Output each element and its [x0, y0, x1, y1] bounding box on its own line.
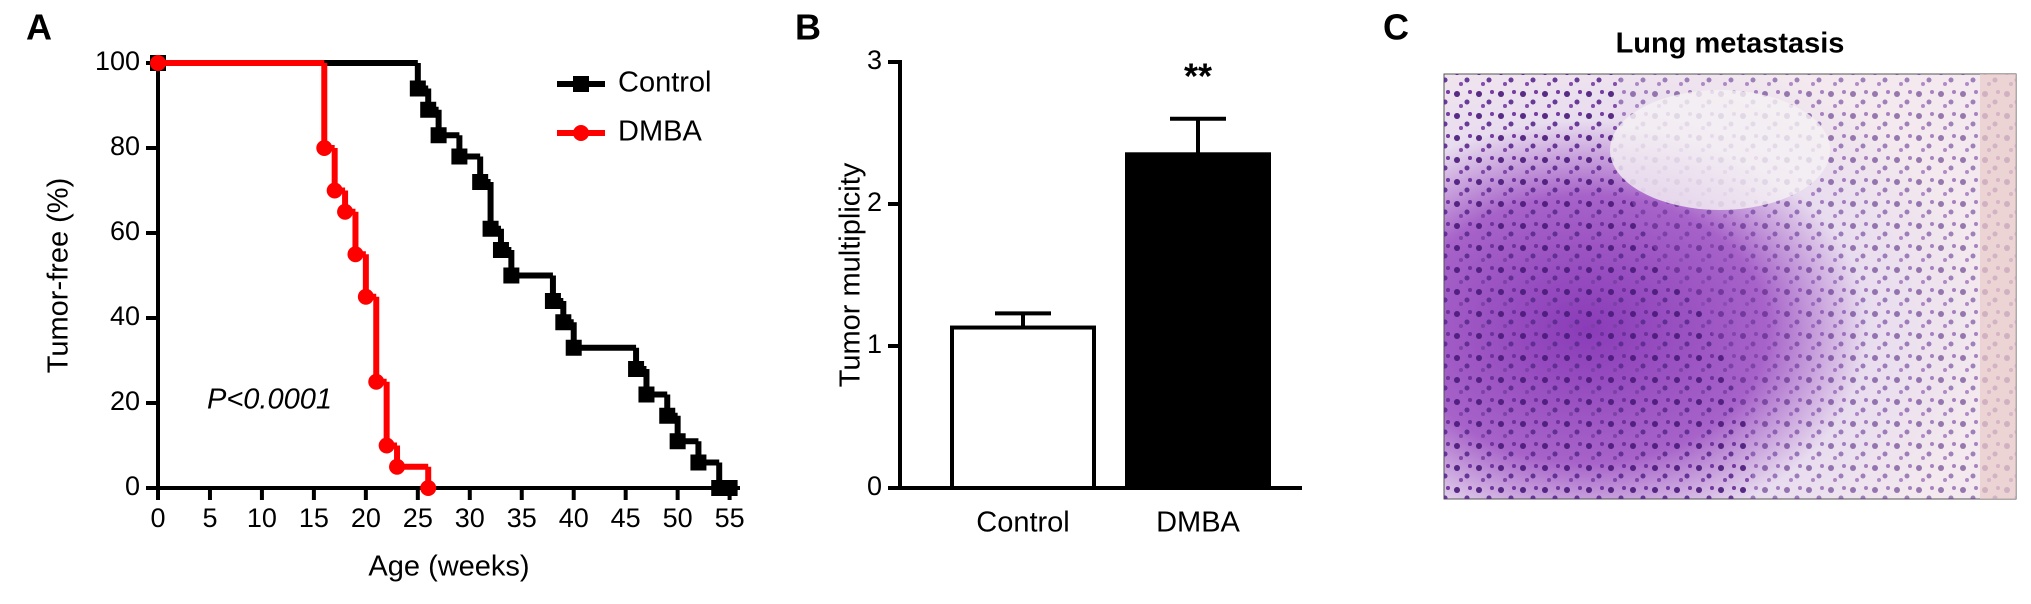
- marker: [451, 148, 468, 165]
- x-tick-label: 20: [351, 503, 381, 533]
- marker: [565, 339, 582, 356]
- x-tick-label: 35: [507, 503, 537, 533]
- marker: [555, 314, 572, 331]
- marker: [337, 203, 354, 220]
- y-tick-label: 100: [95, 46, 140, 76]
- bar: [950, 325, 1096, 491]
- marker: [482, 220, 499, 237]
- y-tick-label: 1: [867, 329, 882, 359]
- legend-marker: [573, 125, 589, 141]
- marker: [420, 480, 437, 496]
- x-tick-label: Control: [976, 507, 1070, 539]
- y-axis-label: Tumor-free (%): [43, 178, 75, 374]
- y-tick-label: 0: [125, 471, 140, 501]
- legend-label: Control: [618, 67, 712, 99]
- panel-label: C: [1383, 7, 1409, 48]
- bar: [1125, 152, 1271, 491]
- y-tick-label: 3: [867, 45, 882, 75]
- marker: [430, 127, 447, 144]
- marker: [690, 454, 707, 471]
- marker: [721, 480, 738, 496]
- panel-label: B: [795, 7, 821, 48]
- y-tick-label: 60: [110, 216, 140, 246]
- x-tick-label: 50: [663, 503, 693, 533]
- x-axis-label: Age (weeks): [368, 551, 529, 583]
- marker: [492, 242, 509, 258]
- marker: [544, 293, 561, 309]
- x-tick-label: 30: [455, 503, 485, 533]
- marker: [472, 174, 489, 190]
- marker: [628, 361, 645, 377]
- marker: [659, 407, 676, 424]
- marker: [503, 267, 520, 284]
- marker: [378, 437, 395, 454]
- y-tick-label: 2: [867, 187, 882, 217]
- marker: [420, 101, 437, 118]
- significance: **: [1184, 55, 1212, 96]
- y-tick-label: 0: [867, 471, 882, 501]
- x-tick-label: 5: [202, 503, 217, 533]
- x-tick-label: 55: [715, 503, 745, 533]
- x-tick-label: 45: [611, 503, 641, 533]
- annotation: P<0.0001: [207, 384, 332, 416]
- tissue-image: [1443, 73, 2017, 500]
- marker: [150, 55, 166, 71]
- x-tick-label: DMBA: [1156, 507, 1240, 539]
- chart-title: Lung metastasis: [1616, 28, 1845, 60]
- marker: [347, 246, 364, 263]
- marker: [357, 288, 374, 305]
- y-axis-label: Tumor multiplicity: [835, 162, 867, 387]
- y-tick-label: 40: [110, 301, 140, 331]
- x-tick-label: 10: [247, 503, 277, 533]
- marker: [669, 433, 686, 450]
- marker: [316, 140, 333, 156]
- marker: [368, 373, 385, 390]
- legend-marker: [573, 76, 589, 92]
- x-tick-label: 25: [403, 503, 433, 533]
- panel-label: A: [26, 7, 52, 48]
- y-tick-label: 20: [110, 386, 140, 416]
- x-tick-label: 40: [559, 503, 589, 533]
- marker: [389, 458, 406, 475]
- marker: [638, 386, 655, 403]
- x-tick-label: 0: [150, 503, 165, 533]
- marker: [409, 80, 426, 97]
- marker: [326, 182, 343, 199]
- legend-label: DMBA: [618, 116, 702, 148]
- y-tick-label: 80: [110, 131, 140, 161]
- x-tick-label: 15: [299, 503, 329, 533]
